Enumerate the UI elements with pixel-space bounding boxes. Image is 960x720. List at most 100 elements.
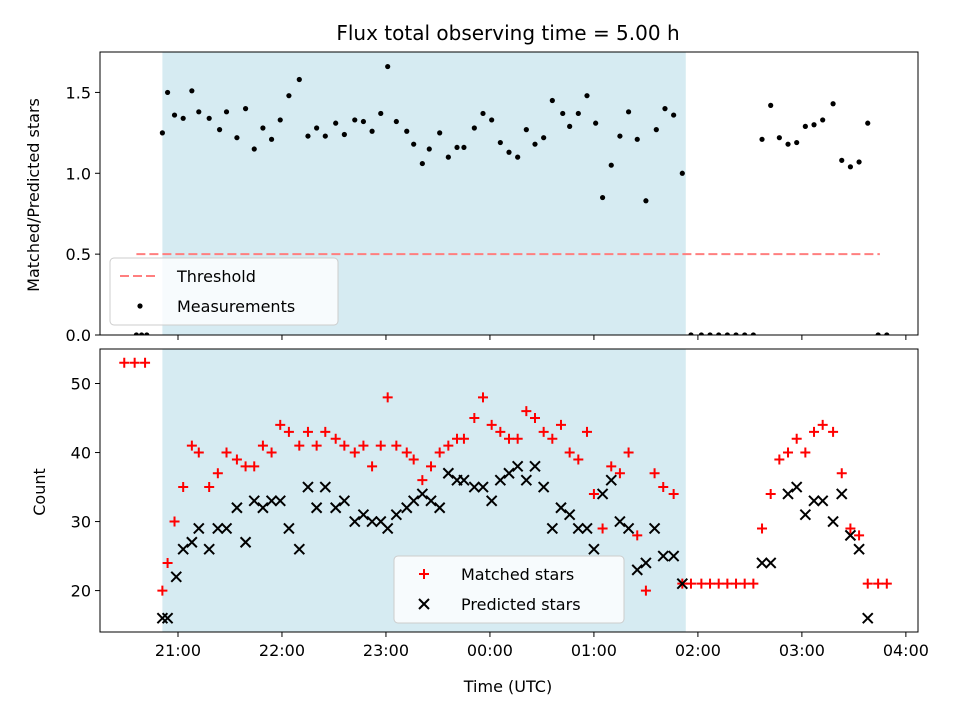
predicted-stars-point [657,550,669,562]
measurement-point [133,332,139,335]
predicted-stars-point [816,495,829,507]
matched-stars-point [140,357,151,368]
legend-marker [418,598,430,610]
measurement-point [305,133,311,139]
measurement-point [251,146,257,152]
measurement-point [378,110,384,117]
predicted-stars-point [265,495,278,507]
measurement-point [884,332,890,335]
measurement-point [523,127,529,133]
matched-stars-point [249,461,260,472]
measurement-point [759,136,765,142]
matched-stars-point [713,578,724,589]
predicted-stars-point [349,515,361,528]
y-tick-label: 0.0 [66,326,91,345]
matched-stars-point [495,426,506,437]
predicted-stars-point [381,522,394,535]
measurement-point [268,136,275,142]
measurement-point [489,117,495,123]
measurement-point [234,135,240,141]
measurement-point [360,118,367,125]
matched-stars-point [458,433,469,444]
matched-stars-point [408,454,419,465]
x-tick-label: 01:00 [571,641,617,660]
matched-stars-point [157,585,168,596]
measurement-point [575,110,581,117]
measurement-point [242,106,249,112]
measurement-point [404,128,410,134]
predicted-stars-point [782,488,794,500]
measurement-point [216,127,223,133]
measurement-point [830,101,836,107]
predicted-stars-point [648,522,661,535]
predicted-stars-point [836,488,848,500]
predicted-stars-point [248,495,260,507]
predicted-stars-point [366,515,378,528]
predicted-stars-point [357,508,370,521]
predicted-stars-point [338,495,351,507]
predicted-stars-point [485,495,498,507]
x-tick-label: 03:00 [779,641,825,660]
matched-stars-point [632,530,643,541]
matched-stars-point [504,433,514,444]
matched-stars-point [649,468,660,479]
legend-label: Threshold [176,267,256,286]
matched-stars-point [391,440,402,451]
matched-stars-point [765,488,776,499]
predicted-stars-point [563,508,576,521]
measurement-point [419,160,425,167]
measurement-point [352,117,358,123]
predicted-stars-point [614,515,626,528]
matched-stars-point [881,578,892,589]
matched-stars-point [705,578,716,589]
measurement-point [532,141,538,147]
ratio-panel: 0.0 0.5 1.0 1.5 Threshold Measurements [66,51,919,345]
predicted-stars-point [853,543,865,555]
measurement-point [385,63,391,70]
x-tick-label: 04:00 [883,641,929,660]
matched-stars-point [119,357,130,368]
measurement-point [393,118,399,125]
predicted-stars-point [844,529,857,542]
predicted-stars-point [640,557,652,569]
count-panel: 20 30 40 50 21:00 22:00 23:00 00:00 01:00 02:00 03… [71,348,929,660]
predicted-stars-point [220,522,233,535]
measurement-point [454,144,460,151]
predicted-stars-point [529,460,541,473]
predicted-stars-point [667,550,680,562]
predicted-stars-point [468,481,481,493]
predicted-stars-point [212,522,224,535]
predicted-stars-point [231,502,243,514]
predicted-stars-point [764,557,777,569]
measurement-point [549,97,555,104]
measurement-point [322,133,328,139]
measurement-point [159,130,165,136]
legend-marker [419,569,429,579]
measurement-point [480,110,486,117]
measurement-point [662,106,668,112]
measurement-point [856,159,862,165]
legend-label: Measurements [177,297,295,316]
predicted-stars-point [537,481,550,493]
predicted-stars-point [631,564,643,576]
matched-stars-point [443,440,454,451]
axes-frame [99,348,919,633]
measurement-point [634,136,640,142]
matched-stars-point [581,426,592,437]
matched-stars-point [739,578,750,589]
measurement-point [802,123,808,129]
measurement-point [411,141,417,147]
measurement-point [437,130,443,136]
measurement-point [541,135,547,141]
measurement-point [742,332,748,335]
legend-label: Matched stars [461,565,574,584]
matched-stars-point [836,468,847,479]
y-tick-label: 1.5 [66,83,91,102]
measurement-point [839,157,845,163]
matched-stars-point [564,447,575,458]
predicted-stars-point [520,474,533,486]
predicted-stars-point [319,481,332,493]
predicted-stars-point [442,467,455,479]
predicted-stars-point [177,543,189,555]
measurement-point [560,110,566,117]
